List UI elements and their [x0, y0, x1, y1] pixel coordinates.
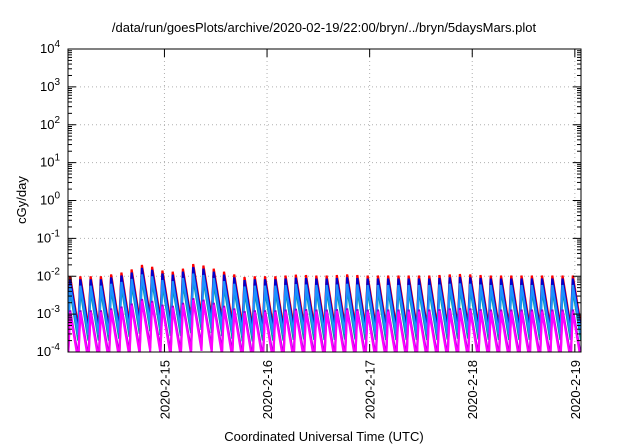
x-tick-label: 2020-2-16 — [260, 360, 275, 419]
y-tick-label: 10-1 — [37, 228, 61, 245]
chart-title: /data/run/goesPlots/archive/2020-02-19/2… — [112, 20, 537, 35]
x-tick-label: 2020-2-18 — [465, 360, 480, 419]
y-tick-label: 102 — [40, 115, 60, 132]
y-tick-label: 10-2 — [37, 266, 61, 283]
y-tick-label: 104 — [40, 39, 60, 56]
y-tick-label: 103 — [40, 77, 60, 94]
y-axis: 10-4 10-3 10-2 10-1 100 101 102 103 104 — [37, 39, 581, 359]
x-axis-label: Coordinated Universal Time (UTC) — [224, 429, 423, 444]
series-line — [68, 299, 581, 352]
x-tick-label: 2020-2-19 — [568, 360, 583, 419]
series-group — [68, 263, 581, 352]
y-tick-label: 101 — [40, 153, 60, 170]
y-tick-label: 10-3 — [37, 304, 61, 321]
x-tick-label: 2020-2-15 — [157, 360, 172, 419]
x-tick-label: 2020-2-17 — [363, 360, 378, 419]
y-tick-label: 10-4 — [37, 342, 61, 359]
y-axis-label: cGy/day — [14, 176, 29, 224]
x-axis: 2020-2-15 2020-2-16 2020-2-17 2020-2-18 2020… — [157, 49, 583, 419]
y-tick-label: 100 — [40, 191, 60, 208]
